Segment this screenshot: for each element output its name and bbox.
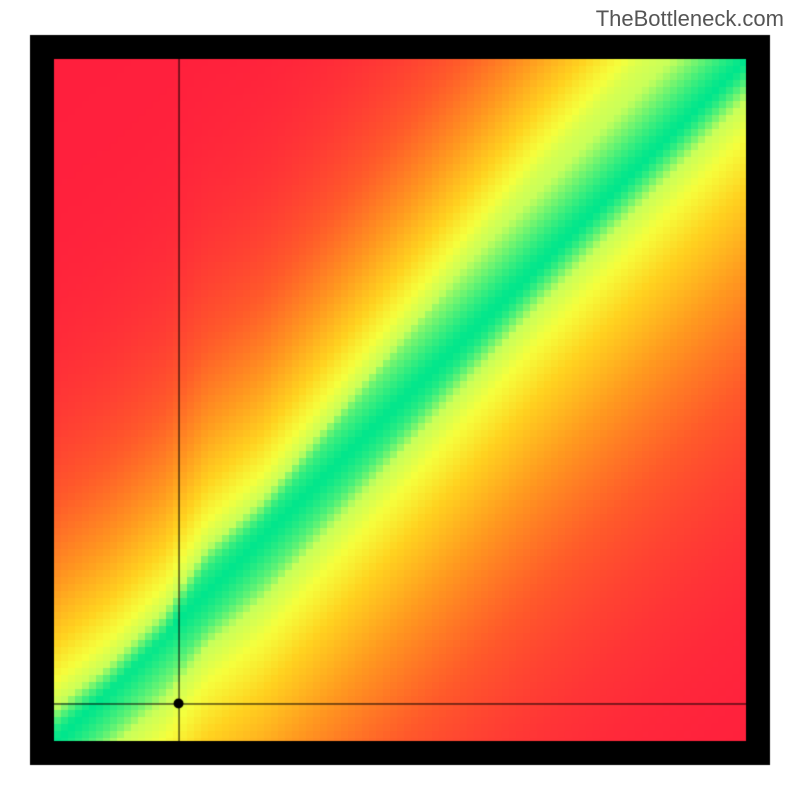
chart-container: TheBottleneck.com [0,0,800,800]
watermark-text: TheBottleneck.com [596,6,784,32]
heatmap-canvas [0,0,800,800]
